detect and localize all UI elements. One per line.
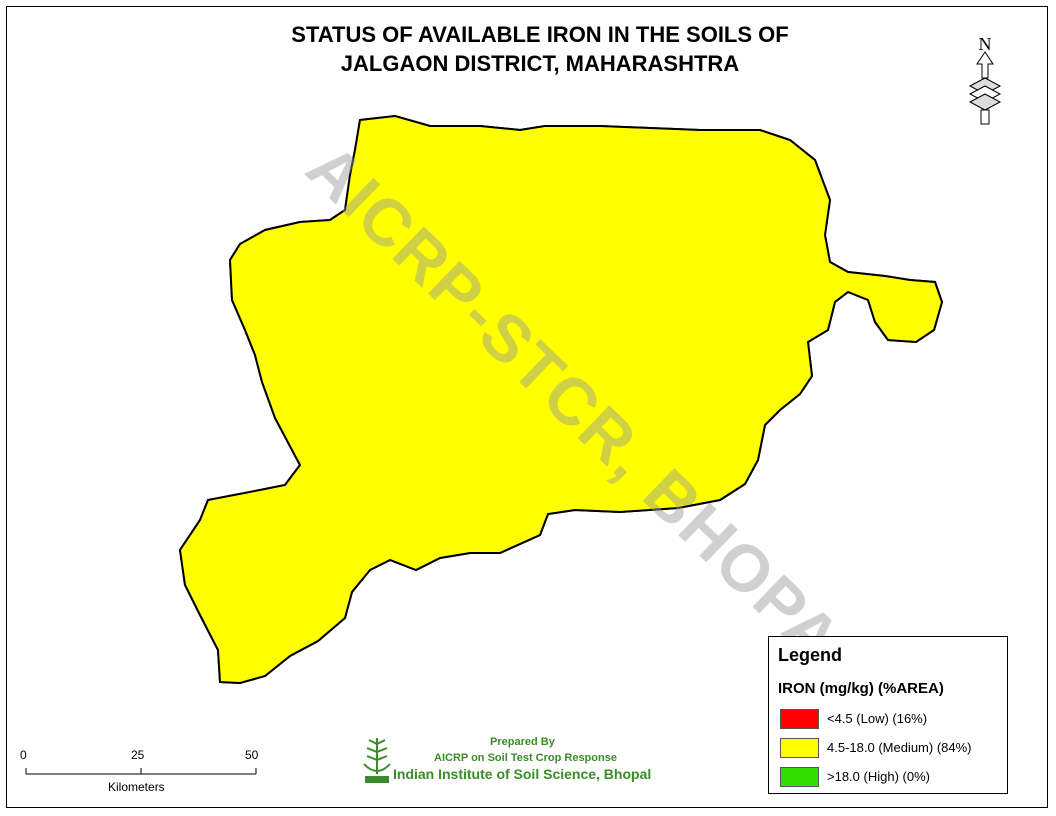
- credit-block: Prepared By AICRP on Soil Test Crop Resp…: [360, 732, 690, 792]
- legend-subtitle: IRON (mg/kg) (%AREA): [778, 680, 944, 697]
- legend-title: Legend: [778, 645, 843, 665]
- map-frame: [6, 6, 1048, 808]
- title-line-2: JALGAON DISTRICT, MAHARASHTRA: [340, 51, 740, 76]
- north-arrow: N: [964, 34, 1006, 126]
- project-label: AICRP on Soil Test Crop Response: [434, 752, 617, 764]
- scale-tick-25: 25: [131, 748, 145, 762]
- scale-unit: Kilometers: [108, 780, 165, 794]
- institute-label: Indian Institute of Soil Science, Bhopal: [393, 766, 652, 782]
- legend-label-high: >18.0 (High) (0%): [827, 769, 930, 784]
- prepared-by-label: Prepared By: [490, 736, 555, 748]
- legend-swatch-low: [780, 709, 819, 729]
- scale-tick-0: 0: [20, 748, 27, 762]
- title-line-1: STATUS OF AVAILABLE IRON IN THE SOILS OF: [291, 22, 789, 47]
- legend-item-medium: 4.5-18.0 (Medium) (84%): [780, 738, 1004, 760]
- map-title: STATUS OF AVAILABLE IRON IN THE SOILS OF…: [160, 20, 920, 78]
- legend-swatch-high: [780, 767, 819, 787]
- legend-item-low: <4.5 (Low) (16%): [780, 709, 1004, 731]
- north-label: N: [979, 34, 992, 54]
- legend-item-high: >18.0 (High) (0%): [780, 767, 1004, 789]
- institute-logo: [363, 738, 391, 783]
- scale-bar: 0 25 50 Kilometers: [18, 748, 278, 798]
- legend: Legend IRON (mg/kg) (%AREA) <4.5 (Low) (…: [768, 636, 1008, 794]
- legend-label-low: <4.5 (Low) (16%): [827, 711, 928, 726]
- scale-tick-50: 50: [245, 748, 259, 762]
- legend-swatch-medium: [780, 738, 819, 758]
- legend-label-medium: 4.5-18.0 (Medium) (84%): [827, 740, 972, 755]
